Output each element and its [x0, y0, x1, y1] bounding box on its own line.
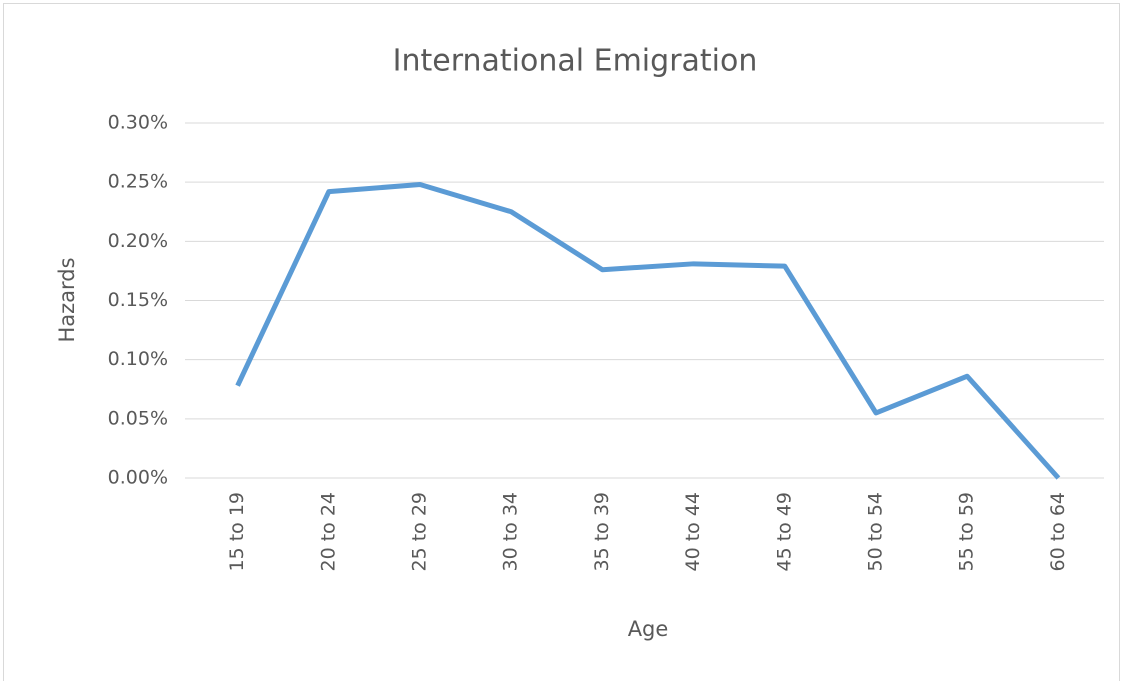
x-tick-label: 30 to 34	[500, 492, 522, 572]
x-tick-label: 20 to 24	[317, 492, 339, 572]
x-tick-label: 15 to 19	[226, 492, 248, 572]
y-tick-label: 0.15%	[108, 289, 168, 311]
data-line	[235, 182, 1061, 480]
chart-frame	[3, 3, 1120, 681]
y-tick-label: 0.25%	[108, 171, 168, 193]
y-tick-label: 0.00%	[108, 467, 168, 489]
x-tick-label: 35 to 39	[591, 492, 613, 572]
y-tick-label: 0.05%	[108, 407, 168, 429]
x-axis-title: Age	[628, 617, 669, 641]
y-tick-label: 0.10%	[108, 348, 168, 370]
y-tick-label: 0.30%	[108, 112, 168, 134]
x-tick-label: 40 to 44	[682, 492, 704, 572]
x-tick-label: 60 to 64	[1047, 492, 1069, 572]
x-tick-label: 50 to 54	[865, 492, 887, 572]
y-tick-label: 0.20%	[108, 230, 168, 252]
chart-title: International Emigration	[393, 44, 758, 79]
x-tick-label: 25 to 29	[409, 492, 431, 572]
x-tick-label: 45 to 49	[773, 492, 795, 572]
x-tick-label: 55 to 59	[956, 492, 978, 572]
y-axis-title: Hazards	[55, 257, 79, 342]
